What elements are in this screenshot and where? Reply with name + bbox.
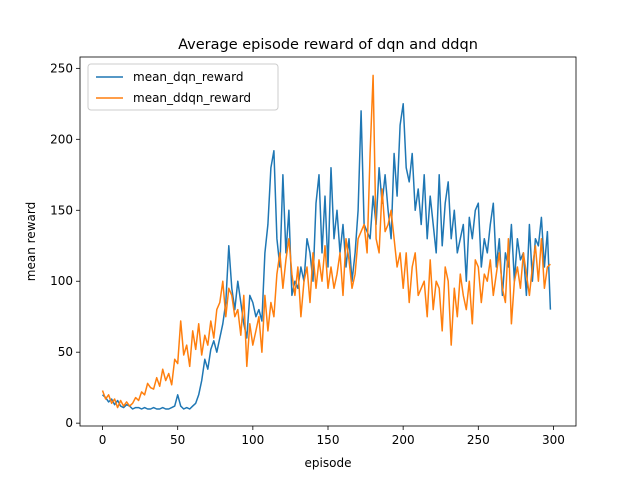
plot-frame <box>79 56 577 427</box>
x-tick-label: 150 <box>317 433 340 447</box>
chart-title: Average episode reward of dqn and ddqn <box>178 37 478 53</box>
y-tick-label: 250 <box>50 61 73 75</box>
x-axis-ticks: 0 50 100 150 200 250 300 <box>99 426 565 447</box>
x-tick-label: 200 <box>392 433 415 447</box>
series-lines <box>101 74 552 410</box>
legend-entry-label: mean_dqn_reward <box>133 70 243 84</box>
x-tick-label: 250 <box>467 433 490 447</box>
y-axis-label: mean reward <box>24 202 38 281</box>
y-tick-label: 100 <box>50 274 73 288</box>
x-tick-label: 300 <box>542 433 565 447</box>
legend-entry-label: mean_ddqn_reward <box>133 91 251 105</box>
x-axis-label: episode <box>305 456 352 470</box>
y-axis-ticks: 0 50 100 150 200 250 <box>50 61 80 430</box>
x-tick-label: 100 <box>241 433 264 447</box>
y-tick-label: 150 <box>50 203 73 217</box>
legend: mean_dqn_reward mean_ddqn_reward <box>87 63 279 111</box>
legend-box <box>87 63 279 111</box>
y-tick-label: 50 <box>58 345 73 359</box>
series-line-2 <box>101 74 551 409</box>
y-tick-label: 200 <box>50 132 73 146</box>
series-line-1 <box>101 103 552 410</box>
x-tick-label: 0 <box>99 433 107 447</box>
x-tick-label: 50 <box>170 433 185 447</box>
y-tick-label: 0 <box>65 416 73 430</box>
